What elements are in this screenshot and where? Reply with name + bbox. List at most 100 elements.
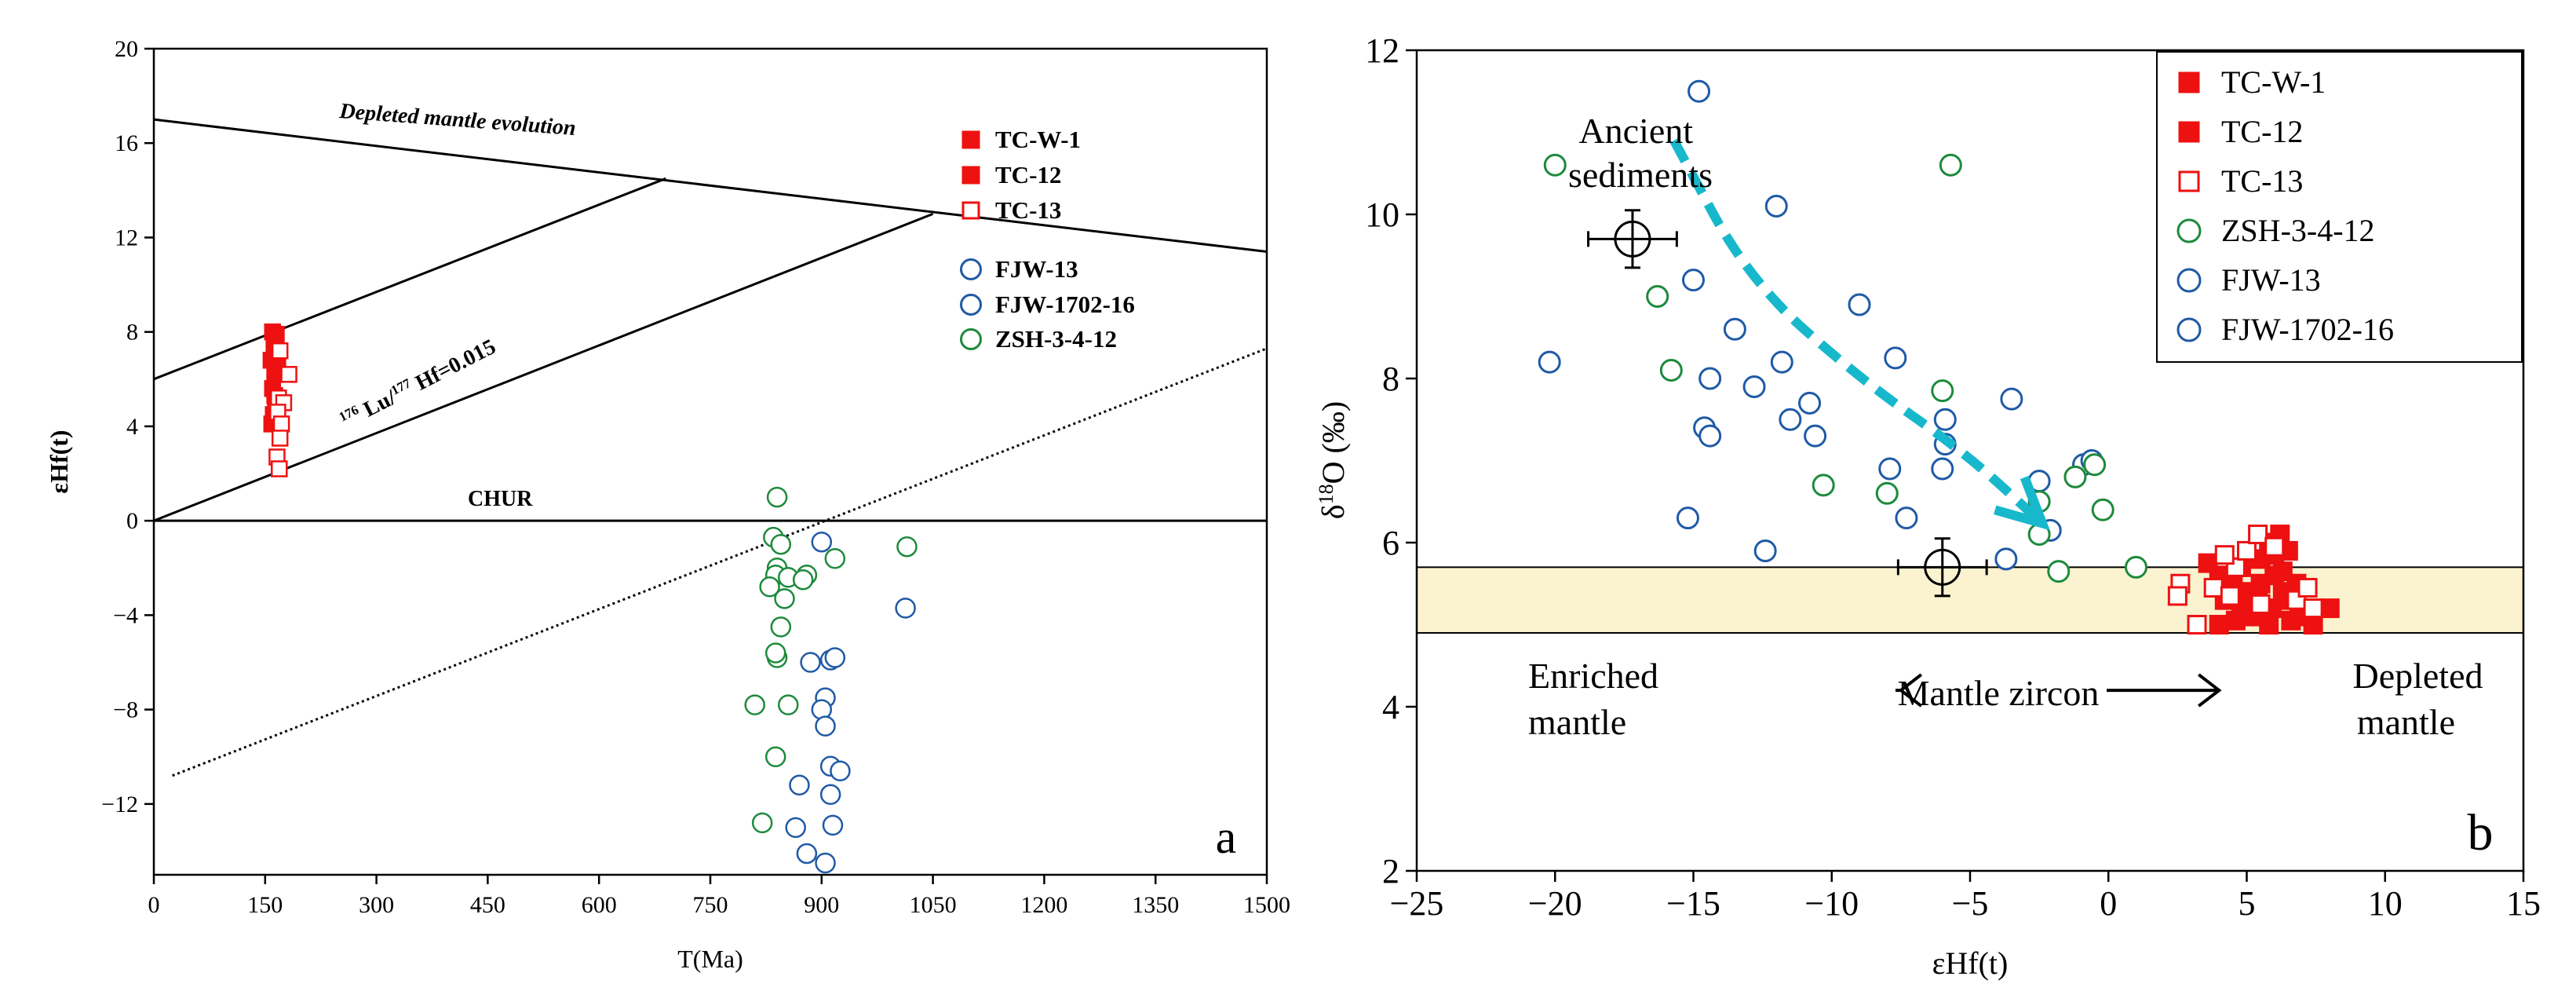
error-marker: [1896, 537, 1988, 598]
panel-b-legend-marker: [2176, 268, 2202, 293]
error-marker: [1587, 209, 1678, 269]
panel-b-point-tc-13: [2220, 586, 2240, 606]
panel-b-point-tc-13: [2250, 594, 2271, 614]
ancient-sediments-label-line1: Ancient: [1578, 111, 1693, 151]
trend-arrow-head: [1994, 475, 2050, 531]
panel-a-reference-lines: [153, 118, 1268, 777]
panel-b-trend-arrow: [1669, 138, 2050, 531]
depleted-mantle-label: Depleted mantle: [2352, 656, 2492, 742]
panel-a-x-axis-label: T(Ma): [677, 945, 743, 973]
panel-b-x-tick-label: −10: [1804, 884, 1859, 923]
panel-b: −25 −20 −15 −10 −5 0 5 10 15 2 4 6 8 10 12 Ancient sed…: [1315, 31, 2541, 981]
depleted-mantle-label-line2: mantle: [2357, 702, 2455, 742]
panel-b-point-fjw-13-fjw-1702-16: [1698, 424, 1722, 448]
panel-b-point-zsh-3-4-12: [2091, 498, 2114, 521]
panel-b-y-tick-label: 12: [1365, 31, 1399, 70]
panel-a-y-tick-label: 16: [115, 130, 138, 156]
panel-a-chur-label: CHUR: [468, 487, 533, 511]
panel-b-x-tick-label: 5: [2238, 884, 2256, 923]
panel-a-point-tc-13: [271, 342, 289, 360]
panel-a-y-axis-label: εHf(t): [45, 430, 73, 493]
panel-b-point-fjw-13-fjw-1702-16: [1779, 408, 1802, 431]
panel-a-y-tick-label: 0: [126, 508, 138, 534]
trend-arrow-path: [1669, 138, 2040, 522]
panel-a-point-zsh-3-4-12: [896, 536, 918, 558]
panel-b-legend-marker: [2178, 71, 2200, 93]
panel-b-point-fjw-13-fjw-1702-16: [1933, 408, 1957, 431]
panel-b-point-zsh-3-4-12: [2125, 555, 2147, 579]
panel-a-lu-hf-label: 176 Lu/177 Hf=0.015: [337, 334, 500, 433]
panel-a-point-fjw-13-fjw-1702-16: [800, 652, 821, 673]
panel-a-legend-label: TC-13: [995, 196, 1061, 224]
panel-a-x-tick-label: 1350: [1132, 892, 1179, 918]
panel-a-data-points: [262, 323, 918, 874]
panel-b-point-fjw-13-fjw-1702-16: [1723, 317, 1746, 341]
panel-a-legend-label: ZSH-3-4-12: [995, 325, 1117, 353]
panel-a-legend-marker: [961, 130, 980, 149]
ancient-sediments-label-line2: sediments: [1568, 155, 1713, 195]
panel-b-point-tc-13: [2187, 615, 2207, 634]
panel-a-point-tc-13: [272, 415, 290, 433]
panel-b-x-tick-label: −5: [1952, 884, 1989, 923]
panel-b-legend-box: [2156, 51, 2523, 363]
panel-b-point-fjw-13-fjw-1702-16: [1798, 391, 1822, 415]
panel-b-point-zsh-3-4-12: [1659, 359, 1683, 382]
panel-b-y-tick-label: 2: [1382, 852, 1399, 890]
panel-a-point-fjw-13-fjw-1702-16: [819, 784, 841, 806]
panel-a-legend-label: FJW-1702-16: [995, 291, 1135, 318]
panel-a-legend-label: TC-12: [995, 161, 1061, 188]
panel-a-depleted-mantle-label: Depleted mantle evolution: [338, 99, 576, 141]
panel-a-legend: TC-W-1 TC-12 TC-13 FJW-13 FJW-1702-16 ZSH-3-4…: [960, 126, 1135, 353]
panel-a-point-fjw-13-fjw-1702-16: [785, 817, 806, 839]
panel-a-legend-marker: [960, 294, 982, 316]
panel-b-x-axis-label: εHf(t): [1932, 945, 2009, 981]
panel-a-point-zsh-3-4-12: [744, 694, 765, 715]
panel-a-point-fjw-13-fjw-1702-16: [789, 774, 810, 796]
panel-a-x-tick-label: 1500: [1243, 892, 1290, 918]
panel-b-point-tc-13: [2214, 545, 2235, 565]
panel-a-legend-label: TC-W-1: [995, 126, 1081, 153]
panel-a-point-zsh-3-4-12: [770, 533, 792, 555]
panel-b-point-tc-13: [2248, 525, 2268, 545]
panel-a-y-tick-label: −4: [113, 602, 138, 628]
panel-b-legend-label: FJW-13: [2221, 262, 2321, 298]
enriched-mantle-label-line2: mantle: [1528, 702, 1626, 742]
enriched-mantle-label: Enriched mantle: [1528, 656, 1668, 742]
panel-b-point-fjw-13-fjw-1702-16: [1682, 269, 1705, 292]
panel-b-x-tick-label: 10: [2368, 884, 2403, 923]
panel-b-point-zsh-3-4-12: [2083, 453, 2107, 477]
panel-a-point-zsh-3-4-12: [778, 694, 799, 715]
panel-a-x-tick-label: 750: [693, 892, 728, 918]
panel-a-point-tc-13: [271, 430, 289, 447]
panel-b-point-tc-w-1-tc-12: [2198, 553, 2218, 573]
panel-b-point-tc-13: [2237, 540, 2257, 561]
panel-b-x-tick-label: −25: [1390, 884, 1444, 923]
mantle-zircon-arrow: [1896, 673, 2222, 708]
panel-b-point-fjw-13-fjw-1702-16: [1742, 375, 1766, 398]
panel-a-point-zsh-3-4-12: [824, 547, 846, 569]
panel-a-y-tick-label: 20: [115, 36, 138, 62]
panel-a-axes: 0 150 300 450 600 750 900 1050 1200 1350 1500 −12 −8…: [101, 36, 1290, 918]
panel-a-point-fjw-13-fjw-1702-16: [815, 715, 836, 737]
panel-b-point-tc-w-1-tc-12: [2225, 610, 2246, 631]
panel-b-point-tc-w-1-tc-12: [2209, 615, 2229, 634]
panel-a-point-tc-13: [271, 460, 288, 477]
mantle-arrow-right-head: [2198, 673, 2222, 708]
panel-a-point-zsh-3-4-12: [770, 616, 792, 638]
panel-b-legend-marker: [2178, 170, 2200, 192]
panel-a: 0 150 300 450 600 750 900 1050 1200 1350 1500 −12 −8…: [45, 36, 1290, 973]
depleted-mantle-label-line1: Depleted: [2352, 656, 2483, 696]
panel-b-point-zsh-3-4-12: [1812, 474, 1835, 497]
panel-b-legend-marker: [2176, 218, 2202, 243]
panel-b-point-fjw-13-fjw-1702-16: [1804, 424, 1827, 448]
panel-b-point-fjw-13-fjw-1702-16: [1538, 350, 1561, 374]
panel-b-point-fjw-13-fjw-1702-16: [1884, 346, 1907, 370]
panel-a-x-tick-label: 600: [582, 892, 617, 918]
panel-b-legend-label: TC-12: [2221, 114, 2303, 149]
panel-b-point-tc-13: [2203, 577, 2224, 598]
panel-b-point-fjw-13-fjw-1702-16: [1770, 350, 1793, 374]
panel-b-point-zsh-3-4-12: [1875, 481, 1899, 505]
panel-b-point-tc-w-1-tc-12: [2259, 615, 2279, 634]
panel-a-legend-marker: [960, 328, 982, 350]
